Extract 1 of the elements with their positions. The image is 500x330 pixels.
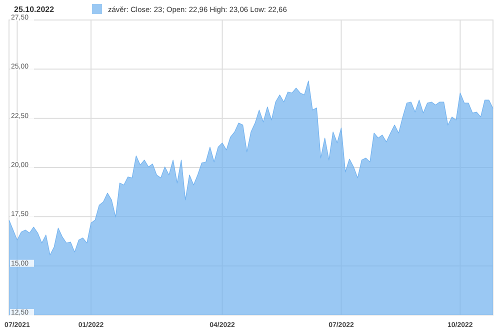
chart-title: 25.10.2022 [14,5,55,14]
